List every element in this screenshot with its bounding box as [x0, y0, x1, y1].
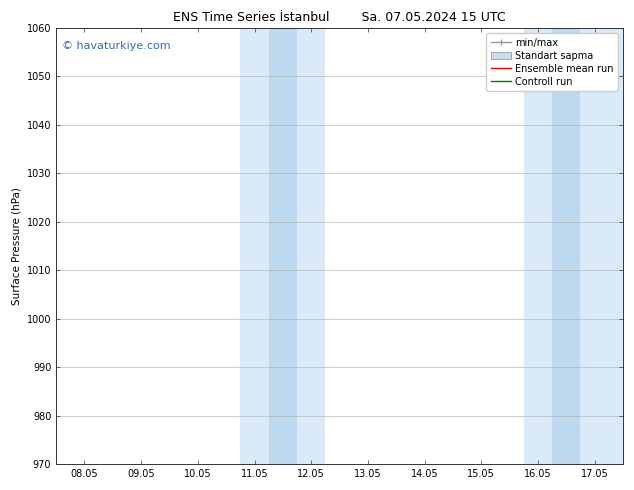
Bar: [552, 28, 580, 464]
Text: © havaturkiye.com: © havaturkiye.com: [62, 41, 171, 51]
Bar: [269, 28, 297, 464]
Y-axis label: Surface Pressure (hPa): Surface Pressure (hPa): [11, 187, 21, 305]
Title: ENS Time Series İstanbul        Sa. 07.05.2024 15 UTC: ENS Time Series İstanbul Sa. 07.05.2024 …: [173, 11, 506, 24]
Bar: [524, 28, 623, 464]
Legend: min/max, Standart sapma, Ensemble mean run, Controll run: min/max, Standart sapma, Ensemble mean r…: [486, 33, 618, 92]
Bar: [240, 28, 325, 464]
